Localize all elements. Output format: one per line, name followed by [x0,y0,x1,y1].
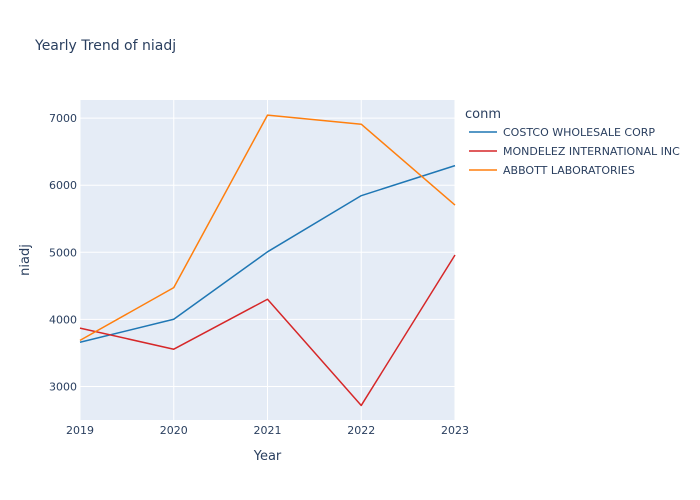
legend-title: conm [465,107,501,122]
series-layer [79,114,456,407]
series-line-1 [79,254,456,407]
legend-label: MONDELEZ INTERNATIONAL INC [503,145,680,158]
legend-label: COSTCO WHOLESALE CORP [503,126,655,139]
series-line-0 [79,164,456,343]
y-tick-label: 7000 [49,112,77,125]
legend: conm COSTCO WHOLESALE CORP MONDELEZ INTER… [465,107,680,177]
y-axis: 3000 4000 5000 6000 7000 [49,112,77,393]
y-tick-label: 4000 [49,313,77,326]
y-axis-title: niadj [18,244,33,276]
x-tick-label: 2019 [66,424,94,437]
y-tick-label: 5000 [49,246,77,259]
y-tick-label: 3000 [49,380,77,393]
x-axis: 2019 2020 2021 2022 2023 [66,424,469,437]
legend-label: ABBOTT LABORATORIES [503,164,635,177]
x-tick-label: 2023 [441,424,469,437]
series-line-2 [79,114,456,342]
x-tick-label: 2021 [254,424,282,437]
x-axis-title: Year [253,449,282,464]
grid-layer [79,100,456,420]
chart-title: Yearly Trend of niadj [34,38,176,54]
x-tick-label: 2022 [347,424,375,437]
legend-items: COSTCO WHOLESALE CORP MONDELEZ INTERNATIO… [469,126,680,177]
y-tick-label: 6000 [49,179,77,192]
x-tick-label: 2020 [160,424,188,437]
